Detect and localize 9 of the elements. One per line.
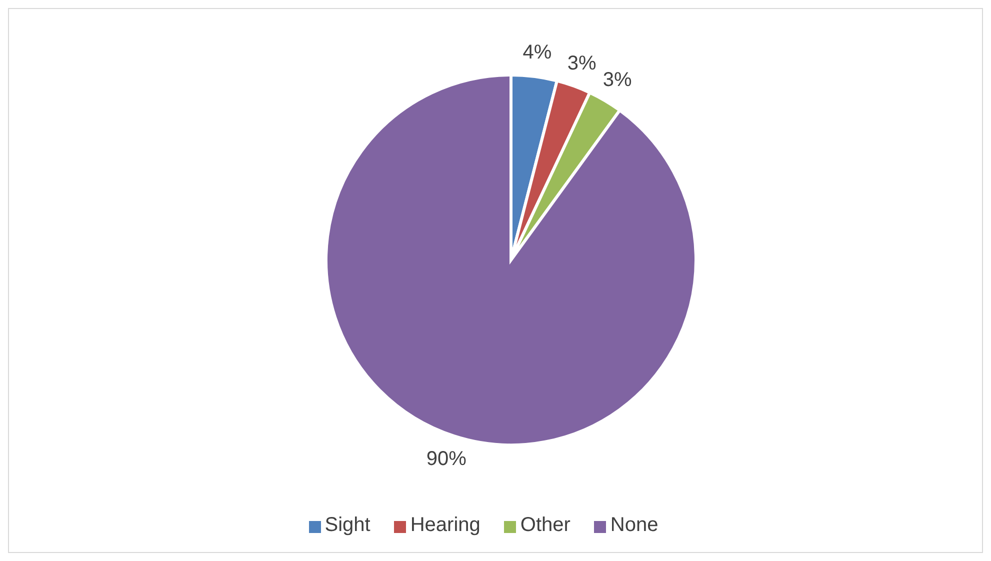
data-label: 3% bbox=[602, 69, 632, 92]
pie-slice bbox=[324, 74, 698, 446]
legend-label: Hearing bbox=[410, 514, 480, 536]
data-label: 4% bbox=[522, 42, 552, 64]
data-label: 3% bbox=[567, 52, 596, 74]
legend-label: Sight bbox=[324, 514, 370, 536]
legend-label: None bbox=[610, 514, 658, 536]
legend-label: Other bbox=[520, 514, 570, 536]
data-label: 90% bbox=[426, 448, 467, 470]
